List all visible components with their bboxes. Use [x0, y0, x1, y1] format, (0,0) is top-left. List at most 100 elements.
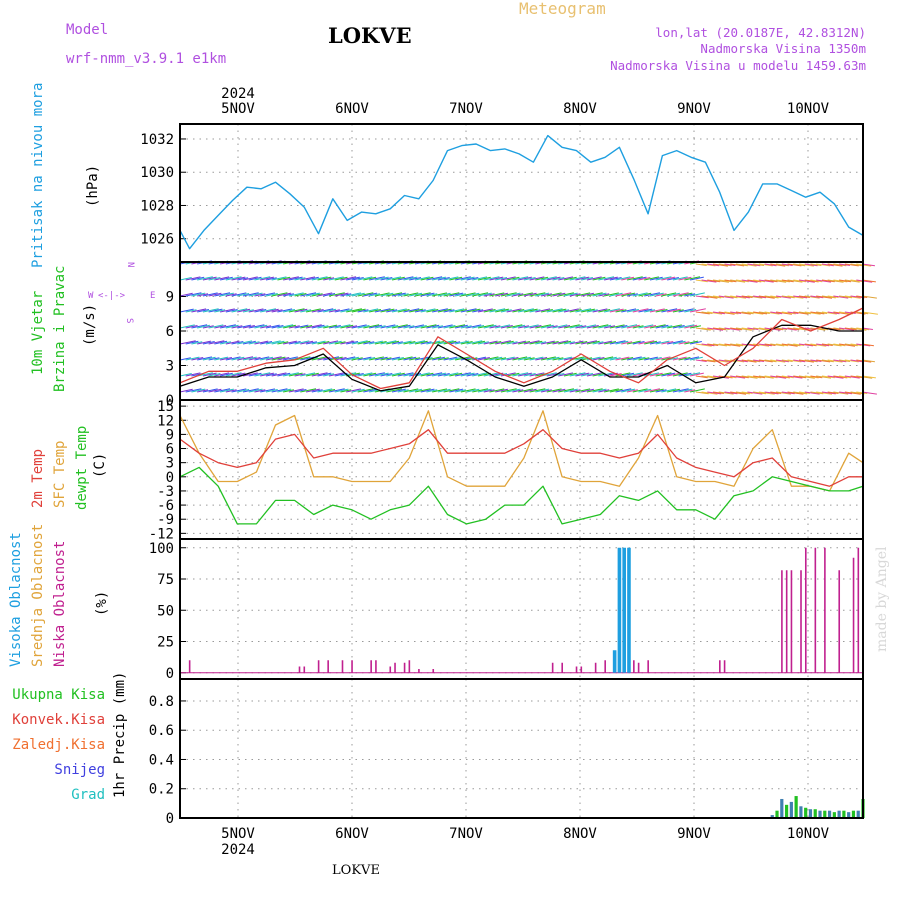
wind-barb: [305, 292, 320, 297]
wind-barb: [764, 343, 776, 346]
top-day-label: 5NOV: [221, 101, 255, 117]
wind-barb: [334, 308, 350, 313]
wind-barb: [535, 308, 551, 313]
wind-barb: [655, 276, 672, 281]
wind-barb: [638, 357, 650, 361]
wind-barb: [179, 292, 193, 297]
bottom-year-label: 2024: [221, 842, 255, 858]
wind-barb: [569, 293, 581, 297]
wind-barb: [414, 276, 430, 281]
low-cloud-bar: [418, 669, 420, 673]
wind-barb: [770, 263, 786, 267]
wind-barb: [202, 356, 216, 361]
wind-barb: [776, 375, 790, 379]
wind-barb: [592, 357, 605, 361]
pressure-panel: 1026 1028 1030 1032: [140, 123, 864, 263]
wind-barb: [569, 372, 586, 377]
wind-barb: [581, 292, 595, 297]
wind-barb: [632, 308, 649, 313]
wind-barb: [827, 295, 839, 298]
wind-barb: [369, 340, 383, 345]
wind-barb: [197, 309, 210, 313]
wind-barb: [678, 324, 695, 329]
wind-barb: [277, 372, 291, 377]
wind-barb: [626, 309, 639, 313]
wind-barb: [581, 388, 595, 393]
low-cloud-bar: [327, 660, 329, 673]
wind-barb: [558, 276, 574, 281]
wind-barb: [689, 341, 702, 345]
wind-barb: [397, 356, 413, 361]
wind-barb: [850, 263, 863, 267]
wind-barb: [535, 341, 547, 345]
wind-barb: [546, 356, 560, 361]
wind-barb: [437, 357, 449, 361]
wind-barb: [500, 372, 516, 377]
wind-barb: [672, 276, 688, 281]
meteogram-label: Meteogram: [519, 0, 606, 18]
precip-bar: [799, 806, 803, 818]
precip-bar: [770, 815, 774, 818]
wind-barb: [741, 343, 756, 347]
wind-barb: [323, 356, 340, 361]
model-label: Model: [66, 22, 108, 38]
wind-barb: [724, 391, 738, 395]
wind-barb: [661, 292, 677, 297]
low-cloud-bar: [723, 660, 726, 673]
wind-barb: [563, 388, 578, 393]
wind-barb: [346, 356, 360, 361]
y-tick-label: 0.8: [149, 694, 174, 710]
wind-barb: [477, 308, 493, 313]
cloud-panel: 0 25 50 75 100: [149, 538, 864, 682]
precip-bar: [808, 809, 813, 818]
wind-barb: [821, 375, 835, 379]
wind-barb: [305, 388, 320, 393]
wind-barb: [856, 391, 868, 394]
wind-barb: [793, 359, 806, 363]
wind-barb: [609, 277, 622, 281]
wind-barb: [466, 357, 478, 361]
wind-barb: [563, 341, 575, 345]
wind-barb: [466, 308, 481, 313]
wind-barb: [340, 324, 354, 329]
wind-barb: [695, 343, 712, 347]
wind-barb: [231, 388, 247, 393]
wind-barb: [787, 343, 801, 347]
wind-barb: [833, 391, 849, 395]
wind-barb: [518, 292, 533, 297]
wind-barb: [695, 359, 707, 362]
wind-barb: [437, 308, 452, 313]
bottom-day-label: 5NOV: [221, 826, 255, 842]
wind-barb: [764, 359, 777, 363]
wind-barb: [661, 341, 674, 345]
wind-barb: [804, 311, 821, 315]
wind-barb: [260, 276, 275, 281]
wind-barb: [397, 324, 411, 329]
wind-barb: [798, 295, 810, 298]
wind-barb: [684, 389, 696, 393]
y-tick-label: 1026: [140, 232, 174, 248]
total-precip-label: Ukupna Kisa: [12, 687, 105, 703]
wind-barb: [220, 276, 233, 281]
wind-barb: [512, 276, 529, 281]
low-cloud-bar: [838, 570, 841, 673]
sfc-temp-label: SFC Temp: [52, 441, 68, 508]
y-tick-label: 3: [166, 359, 174, 375]
wind-barb: [707, 327, 724, 331]
wind-barb: [185, 292, 202, 297]
wind-barb: [758, 327, 771, 331]
wind-barb: [581, 340, 598, 345]
low-cloud-bar: [375, 660, 377, 673]
wind-barb: [214, 276, 230, 281]
wind-barb: [420, 276, 434, 281]
wind-barb: [323, 373, 335, 377]
wind-barb: [735, 375, 749, 379]
wind-barb: [489, 292, 505, 297]
wind-barb: [265, 277, 277, 281]
wind-barb: [334, 292, 349, 297]
wind-barb: [305, 372, 319, 377]
wind-barb: [380, 340, 397, 345]
wind-barb: [506, 388, 521, 393]
